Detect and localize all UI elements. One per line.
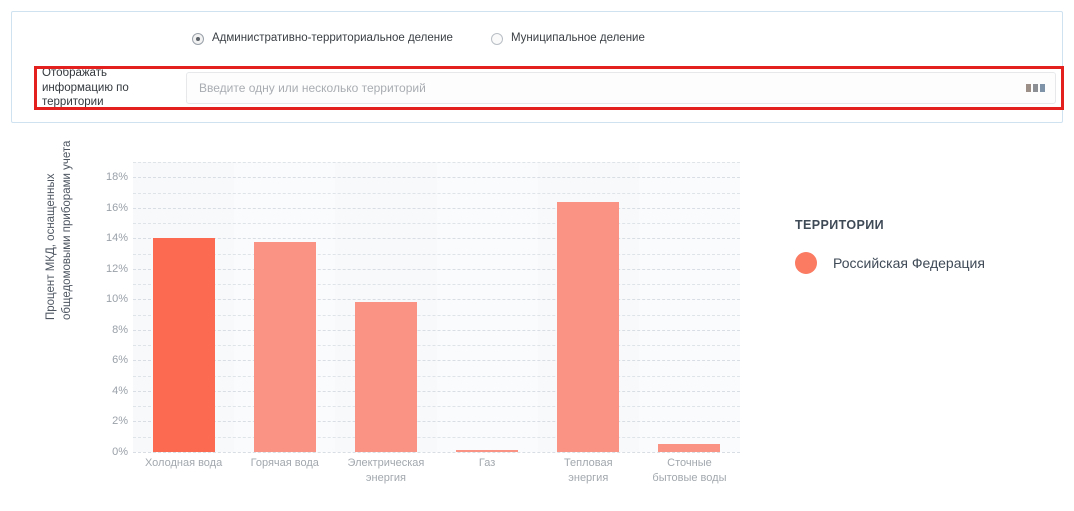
x-axis-labels: Холодная вода Горячая вода Электрическая э… <box>133 456 740 486</box>
legend-item-label: Российская Федерация <box>833 255 985 271</box>
ellipsis-icon[interactable] <box>1026 84 1045 92</box>
gridline <box>133 253 740 255</box>
legend-color-dot <box>795 252 817 274</box>
radio-label-administrative: Административно-территориальное деление <box>212 32 453 45</box>
legend-title: ТЕРРИТОРИИ <box>795 218 884 232</box>
y-axis-tick-label: 16% <box>105 201 128 214</box>
gridline <box>133 177 740 179</box>
y-axis-tick-label: 12% <box>105 262 128 275</box>
bar-slot <box>639 162 740 452</box>
bar-slot <box>335 162 436 452</box>
gridline <box>133 436 740 438</box>
x-axis-tick-label: Газ <box>478 457 496 469</box>
filter-panel: Административно-территориальное деление … <box>11 11 1064 123</box>
chart-area: Процент МКД, оснащенных общедомовыми при… <box>0 140 1074 511</box>
territory-field-label: Отображать информацию по территории <box>42 67 129 109</box>
bar-slot <box>234 162 335 452</box>
bar-series <box>133 162 740 452</box>
gridline <box>133 223 740 225</box>
gridline <box>133 329 740 331</box>
radio-indicator-administrative[interactable] <box>192 33 204 45</box>
y-axis-tick-label: 6% <box>112 354 128 367</box>
gridline <box>133 238 740 240</box>
x-axis-tick-label: Горячая вода <box>250 457 319 469</box>
legend-item[interactable]: Российская Федерация <box>795 252 1055 274</box>
gridline <box>133 299 740 301</box>
y-axis-ticks: 0% 2% 4% 6% 8% 10% 12% 14% 16% 18% <box>86 162 128 458</box>
territory-field-row: Отображать информацию по территории <box>42 67 1056 108</box>
bar-slot <box>133 162 234 452</box>
x-axis-tick-label: Сточные бытовые воды <box>652 457 727 484</box>
gridline <box>133 207 740 209</box>
gridline <box>133 314 740 316</box>
gridline <box>133 162 740 163</box>
gridline <box>133 345 740 347</box>
gridline <box>133 192 740 194</box>
plot-band <box>638 162 740 452</box>
division-radio-group: Административно-территориальное деление … <box>192 33 645 45</box>
y-axis-tick-label: 18% <box>105 171 128 184</box>
y-axis-tick-label: 0% <box>112 446 128 458</box>
chart-legend: ТЕРРИТОРИИ Российская Федерация <box>795 218 1055 274</box>
gridlines <box>133 162 740 453</box>
y-axis-tick-label: 8% <box>112 323 128 336</box>
plot-band <box>436 162 538 452</box>
y-axis-tick-label: 2% <box>112 415 128 428</box>
territory-input-wrapper[interactable] <box>186 72 1056 104</box>
gridline <box>133 268 740 270</box>
plot-bands <box>133 162 740 452</box>
y-axis-tick-label: 4% <box>112 384 128 397</box>
radio-label-municipal: Муниципальное деление <box>510 32 645 45</box>
legend-items: Российская Федерация <box>795 252 1055 274</box>
y-axis-tick-label: 14% <box>105 232 128 245</box>
x-axis-tick-label: Тепловая энергия <box>563 457 613 484</box>
radio-option-municipal[interactable]: Муниципальное деление <box>490 32 645 45</box>
bar[interactable] <box>152 238 215 452</box>
gridline <box>133 390 740 392</box>
x-axis-tick-label: Холодная вода <box>144 457 223 469</box>
bar[interactable] <box>456 450 519 452</box>
plot-area <box>133 162 740 453</box>
bar[interactable] <box>658 444 721 452</box>
radio-indicator-municipal[interactable] <box>490 33 503 45</box>
radio-option-administrative[interactable]: Административно-территориальное деление <box>192 33 453 45</box>
bar[interactable] <box>354 302 417 452</box>
gridline <box>133 421 740 423</box>
territory-input[interactable] <box>187 73 1055 103</box>
bar-slot <box>437 162 538 452</box>
gridline <box>133 406 740 408</box>
x-axis-tick-label: Электрическая энергия <box>347 457 425 484</box>
gridline <box>133 360 740 362</box>
y-axis-tick-label: 10% <box>105 293 128 306</box>
gridline <box>133 375 740 377</box>
bar[interactable] <box>253 242 316 452</box>
gridline <box>133 284 740 286</box>
bar[interactable] <box>557 201 620 452</box>
gridline <box>133 452 740 453</box>
y-axis-title: Процент МКД, оснащенных общедомовыми при… <box>45 140 73 320</box>
bar-slot <box>538 162 639 452</box>
